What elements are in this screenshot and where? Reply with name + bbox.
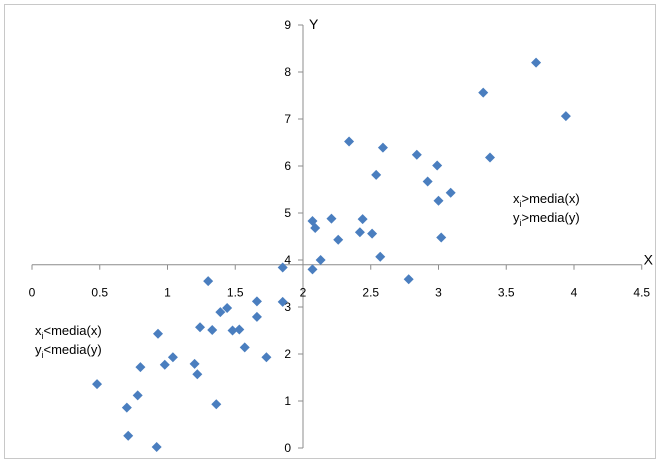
data-point	[203, 276, 214, 287]
annotation-upper-right-x: xi>media(x)	[513, 191, 580, 209]
x-tick-label: 3	[435, 286, 442, 300]
data-point	[377, 142, 388, 153]
x-tick-label: 2	[300, 286, 307, 300]
x-tick-label: 4	[571, 286, 578, 300]
data-point	[192, 369, 203, 380]
data-point	[153, 328, 164, 339]
data-point	[251, 311, 262, 322]
data-point	[92, 379, 103, 390]
x-tick-label: 3.5	[498, 286, 515, 300]
data-point	[344, 136, 355, 147]
y-tick-label: 1	[284, 394, 291, 408]
data-point	[326, 213, 337, 224]
y-tick-label: 7	[284, 112, 291, 126]
data-point	[560, 111, 571, 122]
data-point	[315, 255, 326, 265]
annotation-lower-left-x: xi<media(x)	[35, 323, 102, 341]
y-axis-title: Y	[309, 16, 319, 32]
data-point	[215, 307, 226, 318]
data-points	[92, 57, 571, 453]
chart-frame: 0 0.5 1 1.5 2 2.5 3 3.5 4 4.5 0 1 2 3 4 5 6 7 8 9 X Y xi>medi…	[4, 4, 656, 459]
data-point	[333, 234, 344, 245]
data-point	[222, 302, 233, 313]
x-tick-label: 0	[29, 286, 36, 300]
data-point	[403, 274, 414, 285]
data-point	[422, 176, 433, 187]
y-tick-label: 5	[284, 206, 291, 220]
y-tick-label: 4	[284, 253, 291, 267]
y-tick-label: 3	[284, 300, 291, 314]
data-point	[159, 359, 170, 370]
data-point	[132, 390, 143, 401]
data-point	[357, 214, 368, 225]
data-point	[307, 264, 318, 275]
data-point	[167, 352, 178, 363]
data-point	[436, 232, 447, 243]
y-tick-label: 0	[284, 441, 291, 455]
x-tick-label: 1	[164, 286, 171, 300]
annotation-upper-right-y: yi>media(y)	[513, 210, 580, 228]
data-point	[277, 296, 288, 307]
data-point	[189, 358, 200, 369]
data-point	[195, 322, 206, 333]
data-point	[354, 227, 365, 238]
data-point	[310, 223, 321, 234]
data-point	[484, 152, 495, 163]
y-tick-label: 6	[284, 159, 291, 173]
data-point	[445, 187, 456, 198]
data-point	[211, 399, 222, 410]
data-point	[234, 324, 245, 335]
data-point	[531, 57, 542, 68]
x-tick-label: 2.5	[362, 286, 379, 300]
data-point	[135, 362, 146, 373]
data-point	[227, 325, 238, 336]
y-tick-label: 9	[284, 18, 291, 32]
y-tick-label: 8	[284, 65, 291, 79]
data-point	[432, 160, 443, 171]
data-point	[367, 228, 378, 239]
data-point	[251, 296, 262, 307]
data-point	[478, 87, 489, 98]
data-point	[375, 251, 386, 262]
x-tick-label: 0.5	[91, 286, 108, 300]
x-axis-title: X	[644, 252, 654, 268]
data-point	[121, 402, 132, 413]
data-point	[151, 442, 162, 453]
x-tick-label: 1.5	[227, 286, 244, 300]
annotations: xi>media(x)yi>media(y) xi<media(x)yi<medi…	[35, 191, 580, 360]
data-point	[411, 149, 422, 160]
data-point	[207, 325, 218, 336]
data-point	[277, 262, 288, 273]
data-point	[433, 195, 444, 206]
y-tick-label: 2	[284, 347, 291, 361]
data-point	[371, 169, 382, 180]
axes-layer	[31, 24, 643, 449]
data-point	[123, 430, 134, 441]
data-point	[261, 352, 272, 363]
data-point	[239, 342, 250, 353]
x-tick-label: 4.5	[633, 286, 650, 300]
annotation-lower-left-y: yi<media(y)	[35, 342, 102, 360]
